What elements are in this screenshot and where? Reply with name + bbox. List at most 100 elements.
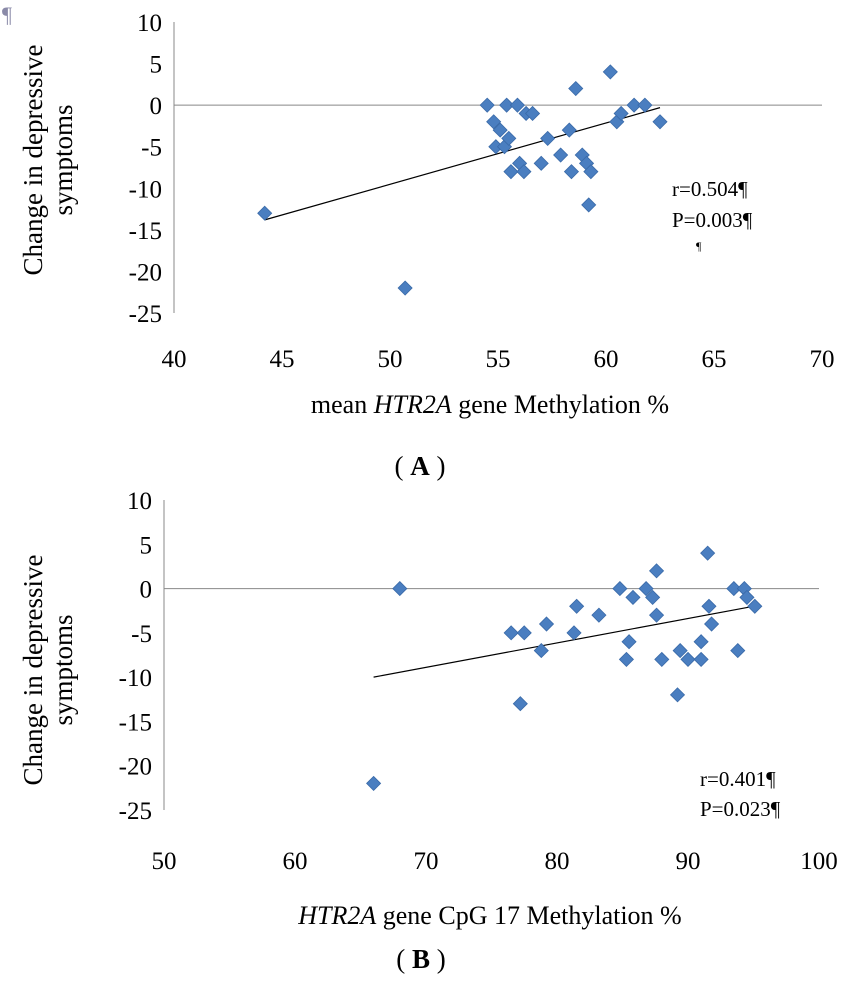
y-axis-label-a: Change in depressive symptoms <box>18 45 78 276</box>
data-point <box>540 130 556 146</box>
y-tick-label: -5 <box>131 621 152 648</box>
y-tick-label: -15 <box>129 218 162 245</box>
data-point <box>612 581 628 597</box>
annotation-p-a: P=0.003¶ <box>672 208 753 232</box>
data-point <box>591 607 607 623</box>
x-tick-label: 60 <box>283 848 308 875</box>
data-point <box>739 589 755 605</box>
x-tick-labels-a: 40 45 50 55 60 65 70 <box>162 346 835 373</box>
y-tick-label: 5 <box>140 532 153 559</box>
data-point <box>747 598 763 614</box>
annotation-r-b: r=0.401¶ <box>700 767 776 791</box>
x-tick-label: 70 <box>810 346 835 373</box>
y-tick-label: 5 <box>150 52 163 79</box>
x-tick-label: 70 <box>414 848 439 875</box>
panel-label-a: ( A ) <box>395 451 446 481</box>
x-tick-label: 50 <box>378 346 403 373</box>
x-axis-label-post-b: gene CpG 17 Methylation % <box>383 901 682 930</box>
y-tick-label: 0 <box>140 577 153 604</box>
data-point <box>626 97 642 113</box>
y-axis-label-line1-b: Change in depressive <box>18 555 48 786</box>
data-point <box>366 775 382 791</box>
data-point <box>645 589 661 605</box>
data-point <box>648 607 665 623</box>
annotation-fragment-a: ¶ <box>696 239 702 253</box>
x-axis-label-gene-b: HTR2A <box>297 901 376 930</box>
data-point <box>563 164 580 180</box>
data-point <box>652 114 668 130</box>
data-point <box>492 122 508 138</box>
data-point <box>680 651 696 667</box>
x-tick-labels-b: 50 60 70 80 90 100 <box>152 848 838 875</box>
annotation-r-a: r=0.504¶ <box>672 177 748 201</box>
x-tick-label: 90 <box>676 848 701 875</box>
x-axis-label-pre-a: mean <box>311 390 374 419</box>
data-point <box>561 122 577 138</box>
stray-mark: ¶ <box>2 2 12 27</box>
y-tick-label: -25 <box>129 301 162 328</box>
data-points-b <box>366 545 763 791</box>
data-point <box>638 581 654 597</box>
data-point <box>618 651 634 667</box>
data-point <box>704 616 720 632</box>
data-point <box>621 634 637 650</box>
data-point <box>499 97 515 113</box>
y-tick-label: -20 <box>119 754 152 781</box>
trendline-b <box>373 605 754 678</box>
data-point <box>701 598 717 614</box>
y-tick-label: -5 <box>141 135 162 162</box>
y-axis-label-line1-a: Change in depressive <box>18 45 48 276</box>
data-point <box>693 634 709 650</box>
panel-label-letter-a: A <box>410 451 430 481</box>
y-tick-label: 0 <box>150 93 163 120</box>
x-tick-label: 65 <box>702 346 727 373</box>
data-point <box>538 616 555 632</box>
data-point <box>569 598 585 614</box>
data-point <box>509 97 526 113</box>
data-point <box>501 130 517 146</box>
y-axis-label-line2-a: symptoms <box>48 104 78 215</box>
data-point <box>533 643 549 659</box>
x-axis-label-post-a: gene Methylation % <box>458 390 669 419</box>
data-point <box>669 687 686 703</box>
data-point <box>392 581 408 597</box>
y-tick-labels-a: 10 5 0 -5 -10 -15 -20 -25 <box>129 10 162 328</box>
data-point <box>512 696 528 712</box>
x-axis-label-gene-a: HTR2A <box>373 390 452 419</box>
data-point <box>672 643 688 659</box>
annotation-p-b: P=0.023¶ <box>700 797 781 821</box>
data-point <box>553 147 569 163</box>
data-points-a <box>257 64 668 296</box>
x-tick-label: 60 <box>594 346 619 373</box>
y-tick-labels-b: 10 5 0 -5 -10 -15 -20 -25 <box>119 488 152 825</box>
data-point <box>479 97 495 113</box>
data-point <box>533 155 549 171</box>
data-point <box>524 105 541 122</box>
x-tick-label: 55 <box>486 346 511 373</box>
data-point <box>397 280 413 296</box>
x-tick-label: 40 <box>162 346 187 373</box>
y-tick-label: -25 <box>119 798 152 825</box>
panel-label-letter-b: B <box>412 944 430 974</box>
x-tick-label: 45 <box>270 346 295 373</box>
x-tick-label: 80 <box>545 848 570 875</box>
y-axis-label-line2-b: symptoms <box>48 614 78 725</box>
data-point <box>693 651 709 667</box>
y-tick-label: -20 <box>129 259 162 286</box>
panel-label-open-a: ( <box>395 451 404 481</box>
x-tick-label: 50 <box>152 848 177 875</box>
panel-label-b: ( B ) <box>396 944 446 974</box>
data-point <box>730 643 746 659</box>
y-axis-label-b: Change in depressive symptoms <box>18 555 78 786</box>
data-point <box>602 64 618 80</box>
data-point <box>700 545 716 561</box>
data-point <box>486 114 502 130</box>
data-point <box>568 80 584 97</box>
x-axis-label-b: HTR2A gene CpG 17 Methylation % <box>297 901 681 930</box>
panel-a-chart: Change in depressive symptoms 1050-5-10-… <box>18 10 835 481</box>
panel-label-close-a: ) <box>437 451 446 481</box>
data-point <box>654 651 670 667</box>
y-tick-label: -10 <box>129 176 162 203</box>
y-tick-label: -10 <box>119 665 152 692</box>
